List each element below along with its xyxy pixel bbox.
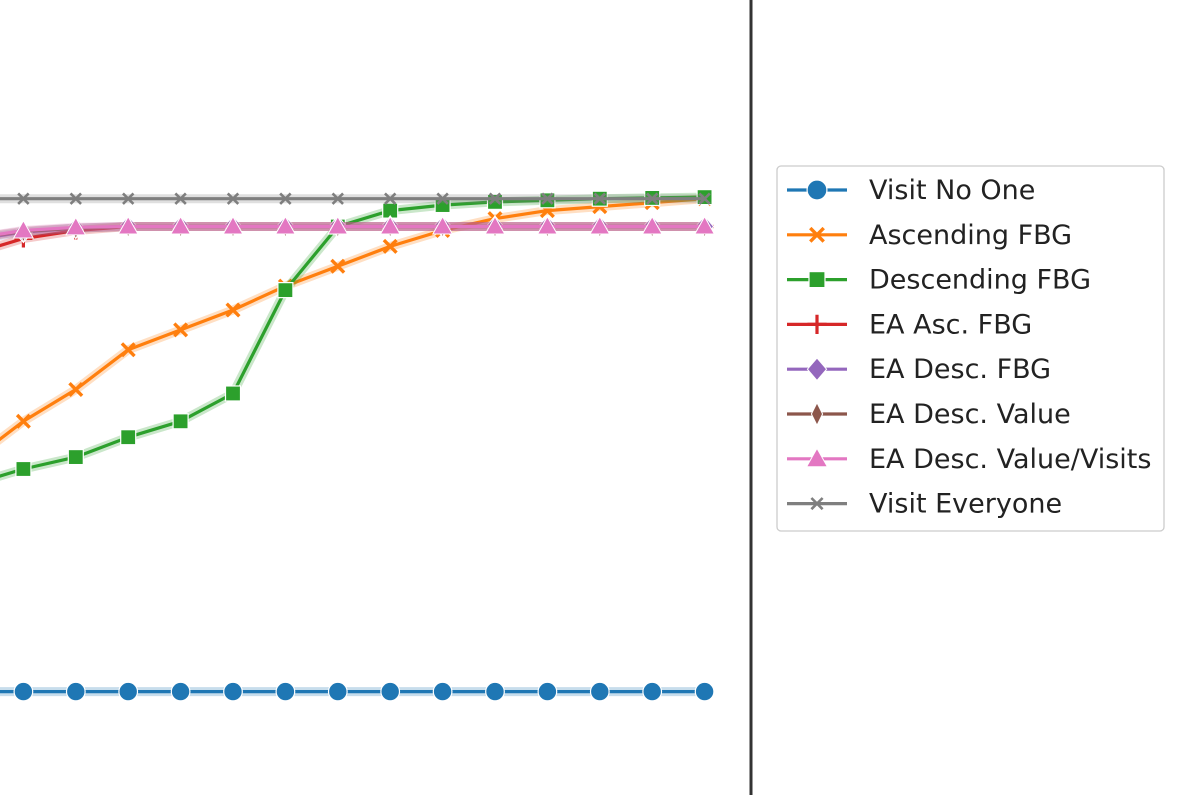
data-point-visit-everyone-12 [593,192,606,205]
data-point-ea-desc-value-visits-3 [117,215,139,235]
legend-item-ea-desc-fbg: EA Desc. FBG [787,354,1051,385]
legend-item-descending-fbg: Descending FBG [787,265,1091,296]
legend-frame [776,165,1165,532]
legend-marker-visit-no-one [806,179,828,201]
legend-label-visit-no-one: Visit No One [869,175,1035,206]
legend-marker-ea-desc-value [810,401,824,427]
data-point-ea-desc-value-visits-9 [431,215,454,235]
data-point-descending-fbg-5 [224,385,242,402]
data-point-visit-no-one-5 [223,681,243,702]
data-point-ea-desc-value-visits-12 [589,215,611,235]
data-point-ea-desc-value-visits-1 [12,219,35,239]
legend-label-descending-fbg: Descending FBG [869,265,1091,296]
legend-label-ascending-fbg: Ascending FBG [869,220,1072,251]
data-point-visit-everyone-10 [488,192,502,205]
legend-item-ea-asc-fbg: EA Asc. FBG [787,309,1032,340]
data-point-visit-everyone-13 [646,192,659,205]
data-point-visit-everyone-14 [698,192,711,205]
data-point-visit-everyone-7 [331,192,344,205]
data-point-visit-everyone-2 [69,192,82,205]
data-point-descending-fbg-4 [172,413,189,430]
data-point-ea-desc-value-visits-14 [693,215,716,235]
series-descending-fbg [0,189,713,481]
data-point-visit-everyone-11 [541,192,554,205]
legend-marker-visit-everyone [810,497,824,511]
data-point-descending-fbg-2 [67,448,84,466]
data-point-ascending-fbg-3 [120,342,136,358]
data-point-visit-no-one-14 [694,681,715,702]
legend: Visit No One Ascending FBG Descending FBG E… [776,165,1165,532]
data-point-visit-everyone-8 [384,192,397,205]
series-band-descending-fbg [0,192,705,481]
data-point-visit-everyone-6 [279,192,292,205]
data-point-visit-no-one-13 [642,681,663,702]
data-point-visit-no-one-4 [170,681,191,702]
data-point-visit-no-one-1 [13,681,34,702]
data-point-visit-no-one-3 [118,681,139,702]
legend-marker-ea-desc-fbg [806,357,828,382]
data-point-visit-everyone-3 [122,192,135,205]
data-point-descending-fbg-1 [15,460,32,478]
data-point-visit-no-one-10 [485,681,505,702]
legend-label-ea-desc-value: EA Desc. Value [869,399,1071,430]
series-visit-no-one [0,681,715,702]
data-point-ea-desc-value-visits-13 [641,215,663,235]
data-point-visit-no-one-6 [275,681,296,702]
data-point-visit-no-one-2 [65,681,86,702]
data-point-ea-desc-value-visits-2 [65,216,87,236]
legend-item-ea-desc-value-visits: EA Desc. Value/Visits [787,444,1151,475]
legend-marker-ea-asc-fbg [807,314,827,334]
data-point-visit-no-one-8 [380,681,401,702]
data-point-ea-desc-value-visits-6 [274,215,297,235]
data-point-ascending-fbg-8 [382,238,398,254]
legend-marker-descending-fbg [808,271,826,289]
data-point-visit-no-one-7 [327,681,348,702]
data-point-descending-fbg-3 [120,429,137,446]
data-point-visit-everyone-5 [226,192,240,205]
legend-marker-ascending-fbg [809,226,825,243]
data-point-visit-everyone-4 [174,192,187,205]
data-point-visit-everyone-9 [436,192,449,205]
series-visit-everyone [0,192,711,205]
data-point-ascending-fbg-7 [330,258,346,274]
plot-area [0,189,716,702]
data-point-ea-desc-value-visits-10 [484,215,506,235]
data-point-visit-no-one-11 [537,681,558,702]
series-line-ascending-fbg [0,197,705,442]
series-ea-desc-value-visits [0,215,716,239]
data-point-visit-no-one-9 [432,681,453,702]
legend-item-ascending-fbg: Ascending FBG [787,220,1072,251]
legend-label-visit-everyone: Visit Everyone [869,489,1062,520]
data-point-ea-desc-value-visits-4 [169,215,192,235]
data-point-ea-desc-value-visits-5 [222,215,244,235]
legend-label-ea-desc-fbg: EA Desc. FBG [869,354,1051,385]
series-band-ascending-fbg [0,194,705,445]
data-point-ascending-fbg-5 [225,302,241,318]
data-point-ea-desc-value-visits-11 [536,215,559,235]
legend-item-ea-desc-value: EA Desc. Value [787,399,1071,430]
data-point-visit-no-one-12 [589,681,610,702]
data-point-ascending-fbg-1 [15,413,31,429]
data-point-visit-everyone-1 [17,192,30,205]
legend-label-ea-desc-value-visits: EA Desc. Value/Visits [869,444,1151,475]
data-point-ascending-fbg-2 [68,381,84,398]
data-point-ea-desc-value-visits-7 [327,215,349,235]
legend-item-visit-everyone: Visit Everyone [787,489,1062,520]
data-point-ea-desc-value-visits-8 [379,215,401,235]
legend-item-visit-no-one: Visit No One [787,175,1035,206]
legend-label-ea-asc-fbg: EA Asc. FBG [869,309,1032,340]
data-point-ascending-fbg-4 [173,322,189,338]
data-point-descending-fbg-6 [277,282,294,299]
legend-marker-ea-desc-value-visits [805,447,829,468]
